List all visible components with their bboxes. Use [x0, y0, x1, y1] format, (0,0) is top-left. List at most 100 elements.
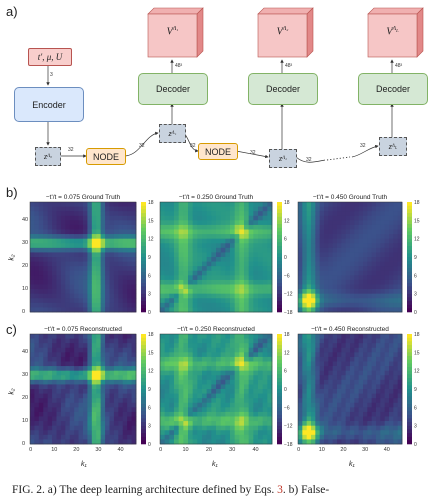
- heatmap-cell: [34, 261, 40, 267]
- heatmap-cell: [105, 375, 110, 381]
- heatmap-cell: [341, 252, 347, 258]
- heatmap-cell: [118, 398, 124, 404]
- heatmap-cell: [345, 206, 351, 212]
- heatmap-cell: [324, 266, 329, 272]
- heatmap-cell: [60, 402, 66, 408]
- heatmap-cell: [306, 389, 312, 394]
- heatmap-cell: [262, 279, 268, 285]
- heatmap-cell: [192, 302, 198, 308]
- heatmap-cell: [30, 370, 35, 376]
- colorbar-segment: [141, 205, 146, 210]
- heatmap-cell: [74, 229, 79, 235]
- heatmap-cell: [197, 257, 203, 262]
- heatmap-cell: [363, 234, 368, 240]
- heatmap-cell: [376, 307, 381, 313]
- heatmap-cell: [78, 379, 84, 385]
- heatmap-cell: [65, 439, 71, 445]
- heatmap-cell: [376, 275, 381, 281]
- heatmap-cell: [100, 211, 106, 217]
- heatmap-cell: [302, 439, 308, 445]
- heatmap-cell: [183, 407, 189, 413]
- heatmap-cell: [131, 238, 137, 244]
- heatmap-cell: [91, 430, 97, 436]
- heatmap-cell: [384, 275, 390, 281]
- heatmap-cell: [253, 416, 259, 422]
- heatmap-cell: [105, 298, 110, 304]
- heatmap-cell: [122, 416, 128, 422]
- heatmap-cell: [244, 375, 250, 381]
- heatmap-cell: [192, 352, 198, 358]
- heatmap-cell: [324, 343, 329, 349]
- heatmap-cell: [363, 293, 368, 299]
- heatmap-cell: [197, 407, 203, 413]
- heatmap-cell: [74, 298, 79, 304]
- heatmap-cell: [160, 375, 166, 381]
- dim-latent-2: 32: [190, 143, 196, 149]
- heatmap-cell: [216, 293, 222, 299]
- heatmap-cell: [160, 298, 166, 304]
- heatmap-cell: [91, 302, 97, 308]
- heatmap-cell: [397, 238, 403, 244]
- heatmap-cell: [384, 398, 390, 404]
- heatmap-cell: [230, 393, 236, 399]
- heatmap-cell: [324, 220, 329, 226]
- heatmap-title-c3: −t'/t = 0.450 Reconstructed: [311, 326, 389, 333]
- heatmap-cell: [230, 334, 236, 339]
- heatmap-cell: [188, 238, 194, 244]
- heatmap-cell: [230, 293, 236, 299]
- heatmap-cell: [87, 398, 93, 404]
- heatmap-cell: [397, 393, 403, 399]
- heatmap-cell: [216, 307, 222, 313]
- heatmap-cell: [234, 338, 240, 344]
- heatmap-cell: [384, 393, 390, 399]
- heatmap-cell: [328, 384, 334, 390]
- heatmap-cell: [202, 247, 208, 253]
- heatmap-cell: [160, 284, 166, 290]
- heatmap-cell: [87, 289, 93, 295]
- heatmap-cell: [69, 206, 75, 212]
- heatmap-cell: [324, 411, 329, 417]
- heatmap-cell: [127, 347, 132, 353]
- heatmap-cell: [248, 293, 254, 299]
- heatmap-cell: [337, 289, 342, 295]
- heatmap-cell: [69, 307, 75, 313]
- heatmap-cell: [328, 416, 334, 422]
- colorbar-segment: [407, 418, 412, 423]
- heatmap-cell: [258, 389, 264, 394]
- heatmap-cell: [206, 275, 212, 281]
- heatmap-cell: [34, 266, 40, 272]
- heatmap-cell: [34, 234, 40, 240]
- heatmap-cell: [105, 279, 110, 285]
- heatmap-cell: [56, 279, 62, 285]
- heatmap-cell: [52, 439, 57, 445]
- heatmap-cell: [160, 211, 166, 217]
- heatmap-cell: [253, 334, 259, 339]
- heatmap-cell: [56, 224, 62, 230]
- heatmap-cell: [298, 206, 303, 212]
- heatmap-cell: [174, 389, 180, 394]
- heatmap-cell: [30, 279, 35, 285]
- heatmap-cell: [376, 434, 381, 440]
- heatmap-cell: [174, 298, 180, 304]
- heatmap-cell: [122, 275, 128, 281]
- heatmap-cell: [38, 279, 44, 285]
- heatmap-cell: [100, 352, 106, 358]
- heatmap-cell: [38, 411, 44, 417]
- heatmap-cell: [74, 379, 79, 385]
- heatmap-cell: [350, 275, 355, 281]
- heatmap-cell: [267, 247, 273, 253]
- heatmap-cell: [363, 215, 368, 221]
- heatmap-cell: [183, 238, 189, 244]
- heatmap-cell: [220, 238, 226, 244]
- heatmap-cell: [174, 343, 180, 349]
- heatmap-cell: [188, 421, 194, 427]
- heatmap-cell: [52, 289, 57, 295]
- heatmap-cell: [127, 211, 132, 217]
- heatmap-cell: [192, 257, 198, 262]
- heatmap-cell: [332, 375, 338, 381]
- heatmap-cell: [65, 206, 71, 212]
- heatmap-cell: [393, 220, 399, 226]
- colorbar-segment: [141, 242, 146, 247]
- heatmap-cell: [87, 307, 93, 313]
- heatmap-cell: [225, 289, 231, 295]
